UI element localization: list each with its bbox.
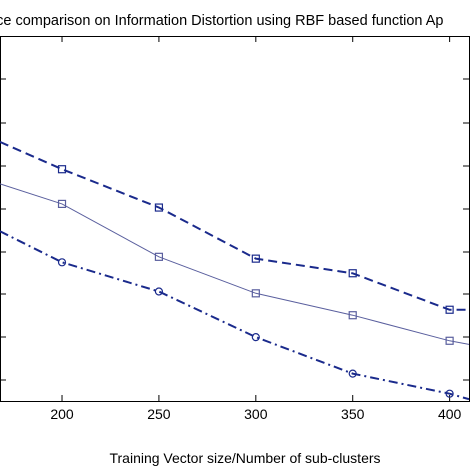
x-tick-label: 400 — [438, 406, 462, 422]
data-point — [154, 203, 164, 212]
data-point — [348, 311, 357, 320]
data-point — [57, 199, 67, 208]
chart-title: ance comparison on Information Distortio… — [0, 13, 443, 29]
data-point — [251, 289, 260, 298]
series-line-2 — [0, 183, 469, 345]
x-tick-label: 250 — [147, 406, 171, 422]
data-point — [57, 165, 67, 174]
data-point — [57, 258, 67, 267]
data-point — [348, 269, 357, 278]
x-tick-label: 300 — [244, 406, 268, 422]
data-point — [154, 287, 164, 296]
x-tick-label: 350 — [341, 406, 365, 422]
x-axis-label: Training Vector size/Number of sub-clust… — [109, 450, 380, 466]
data-point — [445, 336, 454, 345]
data-point — [445, 389, 454, 398]
plot-area — [0, 36, 470, 402]
data-point — [348, 369, 357, 378]
series-line-3 — [0, 230, 469, 401]
x-tick-label: 200 — [50, 406, 74, 422]
series-layer — [0, 140, 469, 401]
x-axis: 200 250 300 350 400 — [0, 36, 469, 422]
data-point — [445, 305, 454, 314]
data-point — [154, 252, 164, 261]
data-point — [251, 254, 260, 263]
series-line-1 — [0, 140, 469, 311]
data-point — [251, 333, 260, 342]
